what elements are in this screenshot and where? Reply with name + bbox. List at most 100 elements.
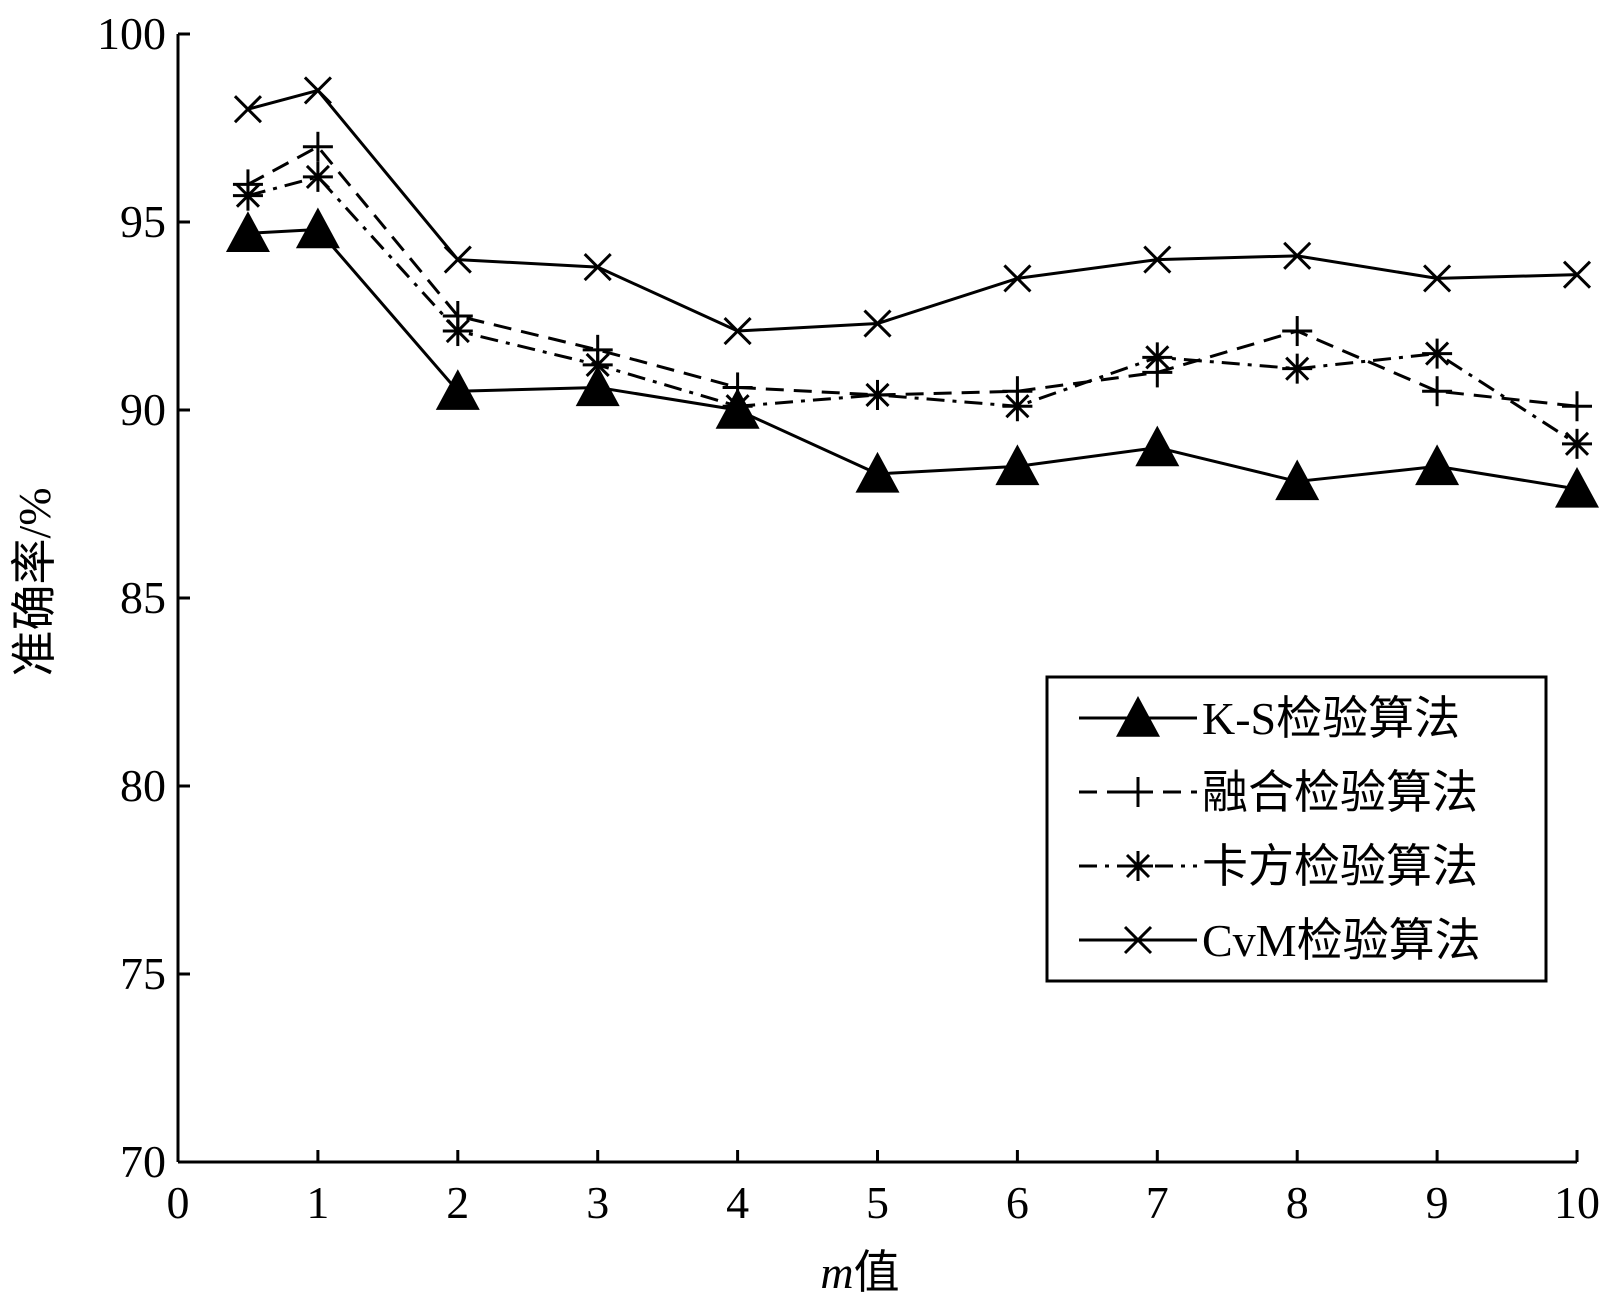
series-line [247,88,1578,333]
data-point [995,444,1040,486]
series-1 [225,207,1599,508]
data-point [233,95,263,124]
legend-label: K-S检验算法 [1202,693,1460,744]
data-point [295,207,340,249]
ast-d2 [1125,853,1151,879]
data-point [1282,316,1313,347]
data-point [232,180,263,211]
data-point [442,316,473,347]
series-line [247,145,1578,408]
x-tick-label: 2 [446,1177,469,1228]
data-point [1555,466,1599,508]
cross-d2 [723,316,752,346]
data-point [575,365,620,407]
data-point [583,253,612,282]
y-tick-label: 75 [120,948,166,999]
ast-d2 [1285,356,1310,381]
y-tick-label: 100 [97,8,166,59]
legend-label: 卡方检验算法 [1202,841,1478,892]
series-layer [225,76,1599,508]
x-axis-title-rest: 值 [854,1247,900,1298]
y-tick-label: 70 [120,1136,166,1187]
data-point [303,76,332,105]
x-tick-label: 0 [167,1177,190,1228]
cross-d2 [1003,264,1032,293]
cross-d2 [1143,245,1172,274]
legend-entry: 卡方检验算法 [1079,841,1478,892]
legend-entry: K-S检验算法 [1079,693,1460,744]
x-tick-label: 7 [1146,1177,1169,1228]
cross-d2 [233,95,263,124]
ast-d2 [585,352,610,377]
ast-d2 [445,318,470,344]
x-axis-ticks: 0 1 2 3 4 5 6 7 8 9 10 [167,1150,1600,1228]
data-point [1275,459,1320,501]
y-axis-title: 准确率/% [9,487,60,676]
data-point [1422,338,1453,369]
legend-marker [1123,777,1153,807]
ast-d2 [1425,341,1450,366]
data-point [1423,264,1452,293]
data-point [435,369,480,410]
data-point [225,211,270,252]
data-point [1003,264,1032,293]
series-4 [233,76,1592,346]
cross-d2 [863,309,892,338]
x-tick-label: 5 [866,1177,889,1228]
data-point [722,391,753,422]
data-point [302,161,333,192]
cross-d2 [1123,925,1153,955]
x-tick-label: 3 [586,1177,609,1228]
x-axis-title-italic: m [820,1247,853,1298]
data-point [1422,376,1453,407]
data-point [1562,428,1592,459]
data-point [855,451,900,493]
y-tick-label: 90 [120,384,166,435]
data-point [1135,425,1180,467]
x-tick-label: 8 [1286,1177,1309,1228]
data-point [1562,260,1592,289]
data-point [723,316,752,346]
x-tick-label: 6 [1006,1177,1029,1228]
data-point [1143,245,1172,274]
y-tick-label: 80 [120,760,166,811]
ast-d2 [235,183,261,208]
legend-marker [1116,696,1160,737]
legend-label: 融合检验算法 [1202,767,1478,818]
x-axis-title: m值 [820,1247,899,1298]
ast-d2 [1145,345,1170,370]
legend-label: CvM检验算法 [1202,915,1481,966]
data-point [1283,241,1312,270]
data-point [1142,342,1173,373]
ast-d2 [725,394,750,419]
data-point [862,379,893,410]
cross-d2 [1423,264,1452,293]
cross-d2 [443,245,472,274]
series-3 [232,161,1592,459]
y-tick-label: 95 [120,196,166,247]
x-tick-label: 9 [1426,1177,1449,1228]
data-point [302,131,333,162]
cross-d2 [1283,241,1312,270]
x-tick-label: 1 [306,1177,329,1228]
data-point [443,245,472,274]
y-tick-label: 85 [120,572,166,623]
series-2 [232,131,1592,422]
ast-d2 [1005,394,1030,419]
x-tick-label: 10 [1554,1177,1600,1228]
ast-d2 [865,382,890,408]
data-point [1415,444,1460,486]
x-tick-label: 4 [726,1177,749,1228]
data-point [1282,353,1313,384]
data-point [1002,391,1033,422]
data-point [1562,391,1592,422]
ast-d2 [1564,431,1590,456]
data-point [863,309,892,338]
data-point [582,349,613,380]
plot-area [176,34,1577,1164]
legend-marker [1123,925,1153,955]
cross-d2 [303,76,332,105]
legend-entry: 融合检验算法 [1079,767,1478,818]
